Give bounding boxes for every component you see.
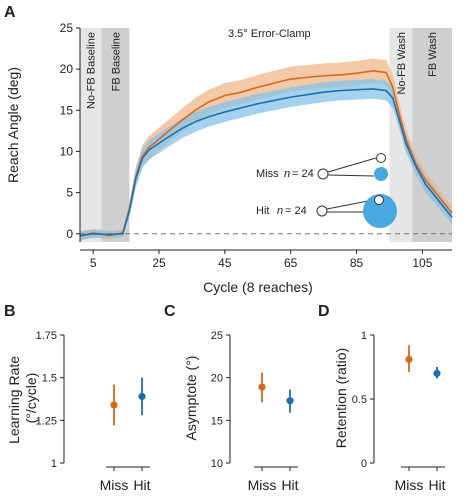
phase-band-nofb-baseline (80, 28, 102, 242)
legend-hit-n: n (277, 205, 283, 217)
phase-band-fb-baseline (101, 28, 130, 242)
y-tick-label: 20 (211, 373, 223, 385)
y-tick-label: 1.5 (42, 373, 57, 385)
phase-label-nofb-wash: No-FB Wash (396, 32, 408, 95)
x-tick-label: 5 (90, 256, 97, 270)
point-miss (258, 383, 266, 391)
panel-b-letter: B (4, 303, 16, 320)
point-miss (110, 401, 118, 409)
y-tick-label: 5 (66, 186, 73, 200)
point-miss (405, 355, 413, 363)
panel-c-letter: C (164, 303, 176, 320)
legend-miss-label: Miss (256, 168, 279, 180)
asymptote-label: Asymptote (°) (183, 356, 199, 441)
point-hit (286, 397, 294, 405)
y-tick-label: 1.75 (36, 330, 57, 342)
legend-hit-n-value: = 24 (285, 205, 307, 217)
category-label-hit: Hit (281, 477, 298, 493)
y-tick-label: 1 (51, 458, 57, 470)
y-tick-label: 1 (361, 330, 367, 342)
retention-label: Retention (ratio) (333, 348, 349, 448)
y-tick-label: 20 (60, 62, 74, 76)
phase-label-nofb-baseline: No-FB Baseline (86, 32, 98, 109)
x-tick-label: 85 (350, 256, 364, 270)
x-axis-label: Cycle (8 reaches) (203, 279, 313, 295)
axes-a: 0 5 10 15 20 25 5 25 45 65 85 105 (60, 21, 452, 270)
phase-bands (80, 28, 452, 242)
cursor-icon (376, 153, 386, 163)
phase-label-fb-wash: FB Wash (427, 32, 439, 77)
legend-hit-label: Hit (256, 205, 269, 217)
start-circle-icon (316, 205, 328, 217)
y-tick-label: 1.25 (36, 415, 57, 427)
y-tick-label: 10 (60, 144, 74, 158)
y-tick-label: 25 (211, 330, 223, 342)
legend-miss: Miss n = 24 (256, 153, 388, 181)
y-tick-label: 0 (66, 227, 73, 241)
x-tick-label: 65 (284, 256, 298, 270)
series-lines (79, 69, 453, 238)
legend-hit: Hit n = 24 (256, 194, 397, 228)
category-label-miss: Miss (395, 477, 424, 493)
category-label-miss: Miss (248, 477, 277, 493)
learning-rate-label: Learning Rate (°/cycle) (6, 352, 39, 444)
learning-rate-label-unit: (°/cycle) (23, 373, 39, 424)
cursor-icon (374, 195, 384, 205)
large-target-icon (363, 194, 397, 228)
error-bands (80, 58, 452, 242)
y-axis-label: Reach Angle (deg) (5, 67, 21, 183)
y-tick-label: 0 (361, 458, 367, 470)
category-label-miss: Miss (100, 477, 129, 493)
x-tick-label: 105 (412, 256, 432, 270)
small-target-icon (374, 167, 388, 181)
y-tick-label: 25 (60, 21, 74, 35)
series-line-hit (79, 88, 453, 237)
y-tick-label: 15 (211, 415, 223, 427)
panel-b: 1 1.25 1.5 1.75 Miss Hit (36, 330, 151, 493)
point-hit (138, 392, 146, 401)
legend-miss-n: n (284, 168, 290, 180)
error-band-hit (80, 79, 452, 240)
panel-a-letter: A (4, 4, 16, 21)
reach-arrow-icon (327, 174, 375, 177)
x-tick-label: 25 (152, 256, 166, 270)
category-label-hit: Hit (133, 477, 150, 493)
point-hit (433, 369, 441, 377)
y-tick-label: 0.5 (352, 394, 367, 406)
x-tick-label: 45 (218, 256, 232, 270)
category-label-hit: Hit (428, 477, 445, 493)
panel-d: 0 0.5 1 Miss Hit (352, 330, 446, 493)
reach-arrow-icon (326, 199, 374, 210)
panel-d-letter: D (318, 303, 330, 320)
y-tick-label: 15 (60, 103, 74, 117)
legend-miss-n-value: = 24 (292, 168, 314, 180)
start-circle-icon (317, 168, 329, 180)
chart-title: 3.5° Error-Clamp (228, 28, 311, 40)
panel-c: 10 15 20 25 Miss Hit (211, 330, 299, 493)
learning-rate-label-text: Learning Rate (6, 356, 22, 444)
phase-label-fb-baseline: FB Baseline (111, 32, 123, 91)
reach-arrow-icon (327, 157, 377, 173)
y-tick-label: 10 (211, 458, 223, 470)
